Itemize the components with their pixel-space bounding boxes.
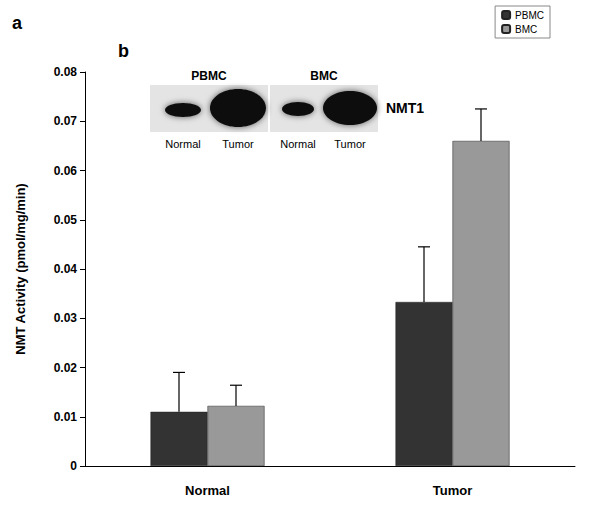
svg-text:0: 0 xyxy=(70,459,77,473)
svg-text:0.07: 0.07 xyxy=(54,114,78,128)
svg-text:0.06: 0.06 xyxy=(54,164,78,178)
svg-text:PBMC: PBMC xyxy=(515,10,544,21)
svg-text:0.04: 0.04 xyxy=(54,262,78,276)
svg-text:Normal: Normal xyxy=(185,483,230,498)
svg-text:0.03: 0.03 xyxy=(54,311,78,325)
svg-text:NMT1: NMT1 xyxy=(386,100,424,116)
svg-text:a: a xyxy=(12,13,23,33)
svg-text:0.05: 0.05 xyxy=(54,213,78,227)
svg-text:0.08: 0.08 xyxy=(54,65,78,79)
svg-text:NMT Activity (pmol/mg/min): NMT Activity (pmol/mg/min) xyxy=(13,183,28,354)
svg-text:Tumor: Tumor xyxy=(433,483,472,498)
svg-text:Tumor: Tumor xyxy=(334,138,366,150)
svg-text:Tumor: Tumor xyxy=(222,138,254,150)
svg-text:0.02: 0.02 xyxy=(54,361,78,375)
svg-text:BMC: BMC xyxy=(515,24,537,35)
svg-text:Normal: Normal xyxy=(165,138,200,150)
svg-text:0.01: 0.01 xyxy=(54,410,78,424)
svg-text:BMC: BMC xyxy=(310,69,338,83)
svg-text:b: b xyxy=(118,41,129,61)
svg-text:Normal: Normal xyxy=(280,138,315,150)
svg-text:PBMC: PBMC xyxy=(191,69,227,83)
